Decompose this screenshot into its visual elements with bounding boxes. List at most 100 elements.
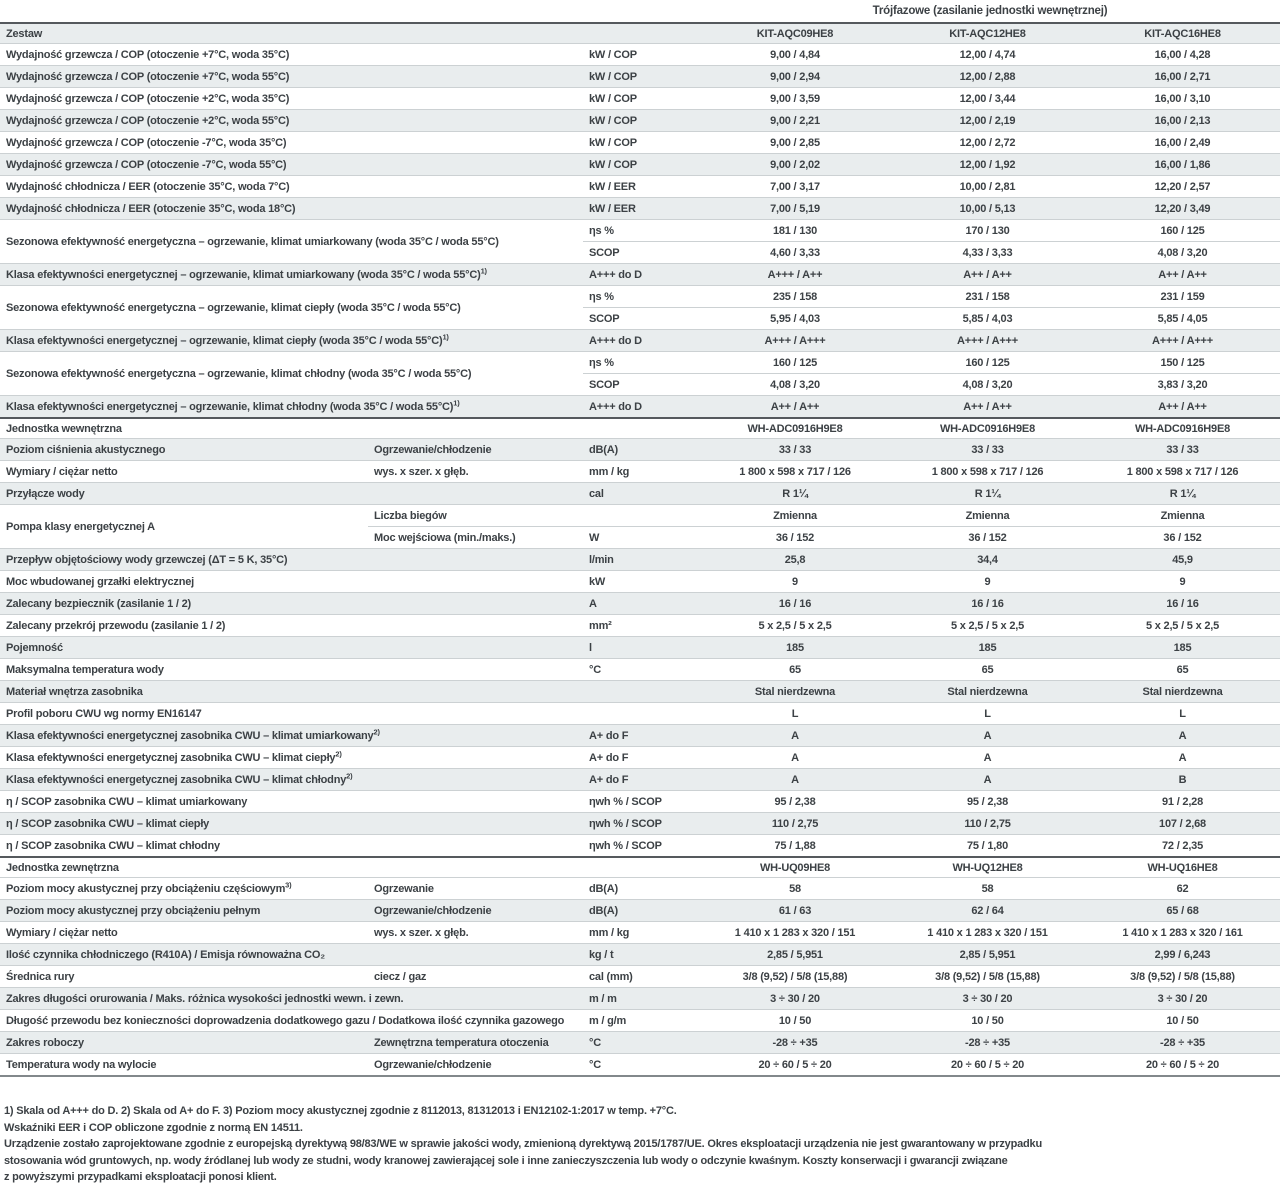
spec-value: 9,00 / 2,94 bbox=[700, 65, 890, 88]
spec-label-text: Wydajność grzewcza / COP (otoczenie +7°C… bbox=[6, 70, 290, 83]
spec-label-text: Zakres roboczy bbox=[6, 1036, 84, 1049]
spec-value: A++ / A++ bbox=[1085, 395, 1280, 418]
spec-value: 62 bbox=[1085, 877, 1280, 900]
spec-value: 65 bbox=[700, 658, 890, 681]
spec-value: 33 / 33 bbox=[700, 438, 890, 461]
table-row: Pompa klasy energetycznej A Liczba biegów… bbox=[0, 504, 1280, 549]
table-row: SCOP 4,08 / 3,20 4,08 / 3,20 3,83 / 3,20 bbox=[0, 373, 1280, 396]
spec-sub-label: Liczba biegów bbox=[368, 504, 583, 527]
spec-value: 3 ÷ 30 / 20 bbox=[890, 987, 1085, 1010]
spec-value: 107 / 2,68 bbox=[1085, 812, 1280, 835]
spec-unit: ηwh % / SCOP bbox=[583, 790, 700, 813]
spec-label: Ilość czynnika chłodniczego (R410A) / Em… bbox=[0, 943, 583, 966]
spec-value: 61 / 63 bbox=[700, 899, 890, 922]
spec-value: A bbox=[890, 746, 1085, 769]
model-name: WH-ADC0916H9E8 bbox=[1085, 417, 1280, 439]
footnote-marker: 1) bbox=[480, 265, 487, 275]
spec-value: 45,9 bbox=[1085, 548, 1280, 571]
spec-value: 12,00 / 4,74 bbox=[890, 43, 1085, 66]
spec-label: Wydajność chłodnicza / EER (otoczenie 35… bbox=[0, 175, 583, 198]
spec-value: 20 ÷ 60 / 5 ÷ 20 bbox=[700, 1053, 890, 1076]
spec-value: 185 bbox=[1085, 636, 1280, 659]
spec-value: 5 x 2,5 / 5 x 2,5 bbox=[700, 614, 890, 637]
spec-label: Klasa efektywności energetycznej zasobni… bbox=[0, 746, 583, 769]
spec-label-text: Zalecany bezpiecznik (zasilanie 1 / 2) bbox=[6, 597, 191, 610]
spec-value: 75 / 1,88 bbox=[700, 834, 890, 857]
spec-label-text: Wymiary / ciężar netto bbox=[6, 926, 118, 939]
spec-value: 5,85 / 4,05 bbox=[1085, 307, 1280, 330]
spec-value: L bbox=[890, 702, 1085, 725]
spec-value: B bbox=[1085, 768, 1280, 791]
spec-unit bbox=[583, 702, 700, 725]
table-row: Sezonowa efektywność energetyczna – ogrz… bbox=[0, 351, 1280, 396]
spec-unit: W bbox=[583, 526, 700, 549]
spec-value: 91 / 2,28 bbox=[1085, 790, 1280, 813]
spec-value: Zmienna bbox=[890, 504, 1085, 527]
table-row: Ilość czynnika chłodniczego (R410A) / Em… bbox=[0, 943, 1280, 966]
table-row: Poziom ciśnienia akustycznego Ogrzewanie/… bbox=[0, 438, 1280, 461]
spec-unit: mm / kg bbox=[583, 921, 700, 944]
spec-unit: dB(A) bbox=[583, 438, 700, 461]
spec-unit: kW / COP bbox=[583, 109, 700, 132]
spec-label-text: Wydajność grzewcza / COP (otoczenie -7°C… bbox=[6, 158, 287, 171]
spec-label-text: Pojemność bbox=[6, 641, 63, 654]
table-row: Klasa efektywności energetycznej zasobni… bbox=[0, 768, 1280, 791]
spec-sub-label: Ogrzewanie/chłodzenie bbox=[368, 438, 583, 461]
spec-value: 5 x 2,5 / 5 x 2,5 bbox=[890, 614, 1085, 637]
footnote-line: 1) Skala od A+++ do D. 2) Skala od A+ do… bbox=[4, 1105, 677, 1117]
spec-sub-label: Ogrzewanie bbox=[368, 877, 583, 900]
footnote-marker: 1) bbox=[453, 397, 460, 407]
spec-value: A bbox=[700, 768, 890, 791]
spec-value: 1 410 x 1 283 x 320 / 161 bbox=[1085, 921, 1280, 944]
spec-value: 33 / 33 bbox=[890, 438, 1085, 461]
spec-label: Przyłącze wody bbox=[0, 482, 583, 505]
spec-value: 3/8 (9,52) / 5/8 (15,88) bbox=[700, 965, 890, 988]
spec-value: 36 / 152 bbox=[1085, 526, 1280, 549]
spec-value: 110 / 2,75 bbox=[700, 812, 890, 835]
spec-unit: A+++ do D bbox=[583, 329, 700, 352]
table-row: Klasa efektywności energetycznej – ogrze… bbox=[0, 329, 1280, 352]
spec-label-text: Przepływ objętościowy wody grzewczej (ΔT… bbox=[6, 553, 288, 566]
spec-value: 160 / 125 bbox=[890, 351, 1085, 374]
spec-value: A bbox=[890, 724, 1085, 747]
spec-label-text: Zalecany przekrój przewodu (zasilanie 1 … bbox=[6, 619, 226, 632]
spec-label-text: Wydajność chłodnicza / EER (otoczenie 35… bbox=[6, 180, 290, 193]
spec-value: 16 / 16 bbox=[890, 592, 1085, 615]
spec-value: 5,95 / 4,03 bbox=[700, 307, 890, 330]
spec-unit bbox=[583, 504, 700, 527]
model-name: WH-ADC0916H9E8 bbox=[700, 417, 890, 439]
spec-value: A++ / A++ bbox=[1085, 263, 1280, 286]
spec-value: 5 x 2,5 / 5 x 2,5 bbox=[1085, 614, 1280, 637]
phase-row: Trójfazowe (zasilanie jednostki wewnętrz… bbox=[0, 0, 1280, 23]
model-name: KIT-AQC16HE8 bbox=[1085, 22, 1280, 44]
spec-label-text: Wydajność grzewcza / COP (otoczenie +2°C… bbox=[6, 92, 290, 105]
spec-value: Zmienna bbox=[700, 504, 890, 527]
spec-value: L bbox=[1085, 702, 1280, 725]
spec-value: 9,00 / 2,85 bbox=[700, 131, 890, 154]
spec-label-text: Klasa efektywności energetycznej – ogrze… bbox=[6, 268, 481, 281]
section-header-row: Jednostka wewnętrzna WH-ADC0916H9E8 WH-ADC… bbox=[0, 417, 1280, 439]
spec-unit: SCOP bbox=[583, 373, 700, 396]
table-row: Przyłącze wody cal R 1¼ R 1¼ R 1¼ bbox=[0, 482, 1280, 505]
table-row: Klasa efektywności energetycznej – ogrze… bbox=[0, 263, 1280, 286]
table-row: Wymiary / ciężar netto wys. x szer. x głę… bbox=[0, 921, 1280, 944]
spec-unit: mm² bbox=[583, 614, 700, 637]
spec-value: 58 bbox=[700, 877, 890, 900]
section-title: Zestaw bbox=[0, 22, 700, 44]
table-row: Wydajność chłodnicza / EER (otoczenie 35… bbox=[0, 197, 1280, 220]
model-name: KIT-AQC12HE8 bbox=[890, 22, 1085, 44]
table-row: Wymiary / ciężar netto wys. x szer. x głę… bbox=[0, 460, 1280, 483]
model-name: KIT-AQC09HE8 bbox=[700, 22, 890, 44]
spec-value: A++ / A++ bbox=[890, 263, 1085, 286]
spec-value: A bbox=[700, 746, 890, 769]
table-row: Sezonowa efektywność energetyczna – ogrz… bbox=[0, 219, 1280, 264]
spec-value: 110 / 2,75 bbox=[890, 812, 1085, 835]
spec-value: 185 bbox=[700, 636, 890, 659]
spec-value: 36 / 152 bbox=[890, 526, 1085, 549]
spec-value: Stal nierdzewna bbox=[1085, 680, 1280, 703]
table-row: Wydajność grzewcza / COP (otoczenie +7°C… bbox=[0, 65, 1280, 88]
spec-unit: A+ do F bbox=[583, 768, 700, 791]
spec-label-text: η / SCOP zasobnika CWU – klimat umiarkow… bbox=[6, 795, 248, 808]
spec-unit: dB(A) bbox=[583, 877, 700, 900]
